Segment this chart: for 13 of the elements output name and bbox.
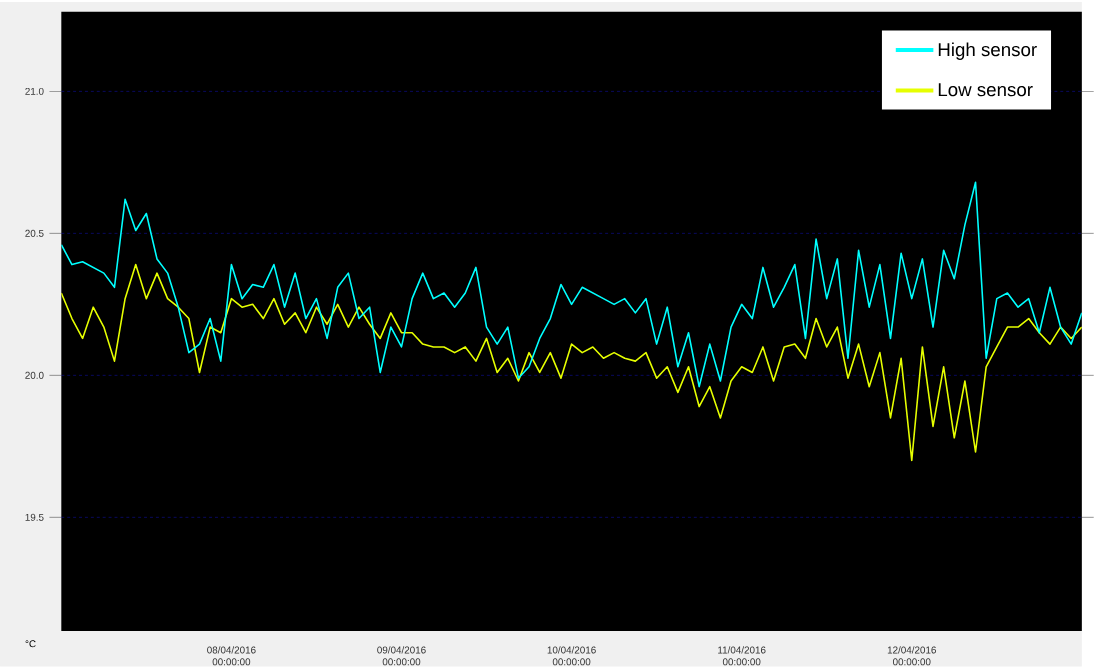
- y-tick-label: 19.5: [25, 514, 44, 522]
- legend-label: Low sensor: [938, 83, 1033, 97]
- x-tick-label: 08/04/2016 00:00:00: [207, 646, 256, 666]
- line-series: [61, 264, 1082, 462]
- y-tick-label: 20.5: [25, 230, 44, 238]
- x-tick-label: 10/04/2016 00:00:00: [547, 646, 596, 666]
- x-tick-label: 09/04/2016 00:00:00: [377, 646, 426, 666]
- x-tick-label: 11/04/2016 00:00:00: [718, 646, 766, 666]
- y-tick-label: 20.0: [25, 372, 44, 380]
- legend-label: High sensor: [938, 42, 1037, 61]
- x-tick-label: 12/04/2016 00:00:00: [887, 646, 936, 666]
- y-tick-label: 21.0: [25, 88, 44, 96]
- y-axis-title: °C: [25, 640, 36, 648]
